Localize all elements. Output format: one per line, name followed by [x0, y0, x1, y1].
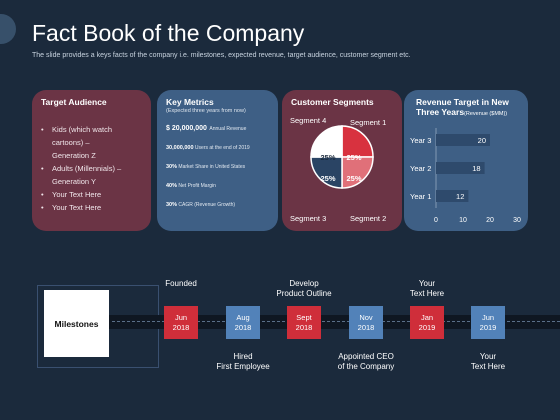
- milestone-date-box: Aug 2018: [226, 306, 260, 339]
- revenue-x-tick: 10: [459, 217, 467, 224]
- milestone-month: Nov: [359, 312, 373, 322]
- milestone-caption: Founded: [165, 279, 197, 288]
- slide-title: Fact Book of the Company: [32, 20, 305, 46]
- segment-3-slice: [310, 156, 343, 189]
- list-item: cartoons) –: [52, 138, 90, 148]
- revenue-value-label: 12: [456, 192, 464, 201]
- revenue-bar: [436, 134, 490, 146]
- revenue-target-title: Revenue Target in New Three Years(Revenu…: [416, 97, 509, 118]
- milestone-date-box: Jun 2019: [471, 306, 505, 339]
- segment-1-percent: 25%: [346, 153, 361, 162]
- milestone-caption: Develop Product Outline: [276, 279, 332, 298]
- list-item: Generation Z: [52, 151, 96, 161]
- milestone-date-box: Nov 2018: [349, 306, 383, 339]
- revenue-bar: [436, 162, 485, 174]
- timeline-dashed-line: [112, 321, 560, 322]
- customer-segments-card: Customer Segments 25% 25% 25% 25% Segmen…: [282, 90, 402, 231]
- segment-1-label: Segment 1: [350, 118, 387, 127]
- milestone-year: 2019: [418, 322, 436, 332]
- slide-subtitle: The slide provides a keys facts of the c…: [32, 52, 411, 59]
- milestone-month: Jan: [420, 312, 434, 322]
- key-metrics-list: $ 20,000,000 Annual Revenue 30,000,000 U…: [166, 124, 269, 210]
- revenue-x-tick: 30: [513, 217, 521, 224]
- milestone-caption: Your Text Here: [470, 352, 506, 371]
- list-item: Adults (Millennials) –: [41, 162, 142, 175]
- key-metrics-title: Key Metrics: [166, 97, 214, 107]
- segment-2-slice: [341, 156, 374, 189]
- milestone-year: 2018: [357, 322, 375, 332]
- segment-4-label: Segment 4: [290, 116, 327, 125]
- milestone-month: Aug: [236, 312, 250, 322]
- milestone-date-box: Sept 2018: [287, 306, 321, 339]
- key-metrics-card: Key Metrics (Expected three years from n…: [157, 90, 278, 231]
- milestone-caption: Your Text Here: [409, 279, 445, 298]
- target-audience-card: Target Audience Kids (which watch cartoo…: [32, 90, 151, 231]
- list-item: Kids (which watch: [41, 123, 142, 136]
- revenue-target-card: Revenue Target in New Three Years(Revenu…: [404, 90, 528, 231]
- target-audience-title: Target Audience: [41, 97, 107, 107]
- segment-4-percent: 25%: [320, 153, 335, 162]
- segment-3-percent: 25%: [320, 174, 335, 183]
- segment-2-percent: 25%: [346, 174, 361, 183]
- milestone-caption: Hired First Employee: [216, 352, 270, 371]
- segment-2-label: Segment 2: [350, 214, 387, 223]
- key-metrics-subtitle: (Expected three years from now): [166, 108, 246, 115]
- segments-pie: 25% 25% 25% 25%: [310, 125, 374, 189]
- milestone-year: 2018: [172, 322, 190, 332]
- milestones-label: Milestones: [44, 290, 109, 357]
- milestone-date-box: Jun 2018: [164, 306, 198, 339]
- revenue-bar-chart: Year 3 20 Year 2 18 Year 1 12 0 10 20 30: [410, 128, 521, 224]
- milestone-month: Sept: [296, 312, 312, 322]
- milestone-month: Jun: [481, 312, 495, 322]
- customer-segments-title: Customer Segments: [291, 97, 374, 107]
- segment-4-slice: [310, 125, 343, 158]
- list-item: Your Text Here: [41, 188, 142, 201]
- target-audience-list: Kids (which watch cartoons) – Generation…: [41, 123, 142, 214]
- revenue-category-label: Year 2: [410, 164, 431, 173]
- revenue-x-tick: 0: [434, 217, 438, 224]
- decorative-circle: [0, 14, 16, 44]
- metric-row: 30% CAGR (Revenue Growth): [166, 202, 236, 209]
- milestone-year: 2018: [295, 322, 313, 332]
- revenue-category-label: Year 1: [410, 192, 431, 201]
- list-item: Your Text Here: [41, 201, 142, 214]
- metric-row: 30,000,000 Users at the end of 2019: [166, 145, 250, 152]
- metric-row: 30% Market Share in United States: [166, 164, 246, 171]
- segment-3-label: Segment 3: [290, 214, 327, 223]
- metric-row: $ 20,000,000 Annual Revenue: [166, 125, 247, 133]
- revenue-value-label: 20: [478, 136, 486, 145]
- milestone-year: 2019: [479, 322, 497, 332]
- milestone-date-box: Jan 2019: [410, 306, 444, 339]
- timeline-bar: [109, 315, 560, 329]
- metric-row: 40% Net Profit Margin: [166, 183, 216, 190]
- revenue-value-label: 18: [472, 164, 480, 173]
- revenue-x-tick: 20: [486, 217, 494, 224]
- milestone-caption: Appointed CEO of the Company: [337, 352, 395, 371]
- segment-1-slice: [341, 125, 374, 158]
- milestone-year: 2018: [234, 322, 252, 332]
- milestone-month: Jun: [174, 312, 188, 322]
- revenue-category-label: Year 3: [410, 136, 431, 145]
- revenue-unit: (Revenue ($MM)): [464, 111, 508, 118]
- revenue-bar: [436, 190, 469, 202]
- list-item: Generation Y: [52, 177, 97, 187]
